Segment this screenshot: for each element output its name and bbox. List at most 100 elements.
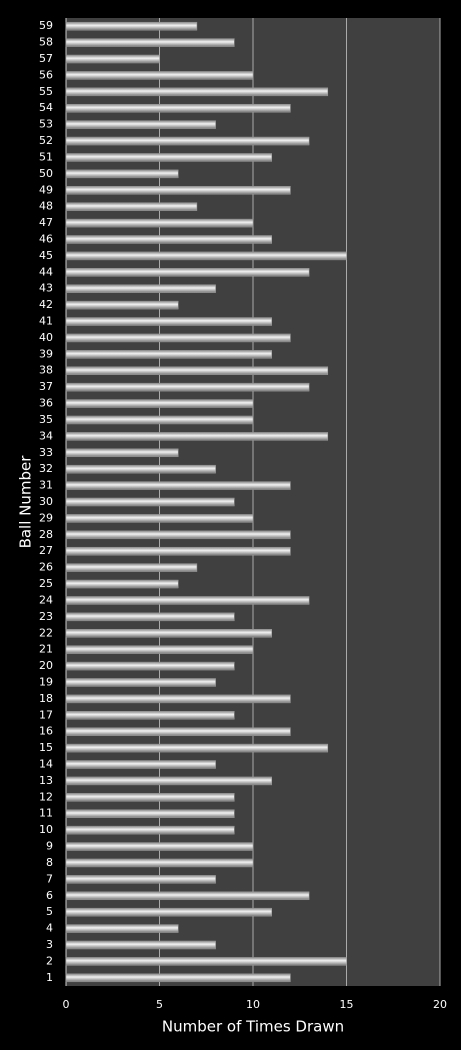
y-tick-label: 13 bbox=[39, 774, 53, 787]
bar bbox=[65, 809, 235, 818]
y-tick-label: 32 bbox=[39, 462, 53, 475]
y-tick-label: 45 bbox=[39, 249, 53, 262]
y-tick-label: 42 bbox=[39, 298, 53, 311]
bar bbox=[65, 38, 235, 47]
bar bbox=[65, 350, 272, 359]
y-tick-label: 43 bbox=[39, 282, 53, 295]
bar bbox=[65, 579, 179, 589]
x-axis-title: Number of Times Drawn bbox=[162, 1018, 344, 1036]
y-tick-label: 20 bbox=[39, 659, 53, 672]
y-tick-label: 54 bbox=[39, 101, 53, 114]
y-tick-label: 26 bbox=[39, 561, 53, 574]
y-tick-label: 3 bbox=[46, 938, 53, 951]
y-tick-label: 35 bbox=[39, 413, 53, 426]
y-tick-label: 27 bbox=[39, 544, 53, 557]
y-tick-label: 2 bbox=[46, 954, 53, 967]
x-tick-label: 10 bbox=[246, 998, 260, 1011]
bar bbox=[65, 481, 291, 490]
y-tick-label: 22 bbox=[39, 626, 53, 639]
y-tick-label: 34 bbox=[39, 429, 53, 442]
bar bbox=[65, 940, 216, 950]
y-tick-label: 19 bbox=[39, 675, 53, 688]
bar bbox=[65, 743, 329, 753]
bar bbox=[65, 711, 235, 720]
bar bbox=[65, 825, 235, 835]
y-tick-label: 4 bbox=[46, 922, 53, 935]
y-tick-label: 30 bbox=[39, 495, 53, 508]
y-tick-label: 8 bbox=[46, 856, 53, 869]
y-tick-label: 55 bbox=[39, 85, 53, 98]
y-tick-label: 1 bbox=[46, 971, 53, 984]
bar bbox=[65, 415, 254, 425]
y-tick-label: 9 bbox=[46, 840, 53, 853]
bar bbox=[65, 727, 291, 736]
bar bbox=[65, 875, 216, 884]
bar bbox=[65, 366, 329, 375]
bar bbox=[65, 497, 235, 507]
bar bbox=[65, 87, 329, 97]
bar bbox=[65, 153, 272, 162]
x-tick-label: 5 bbox=[156, 998, 163, 1011]
bar bbox=[65, 202, 198, 211]
bar bbox=[65, 546, 291, 556]
bar bbox=[65, 907, 272, 917]
x-tick-label: 15 bbox=[340, 998, 354, 1011]
y-tick-label: 53 bbox=[39, 118, 53, 131]
y-tick-label: 48 bbox=[39, 200, 53, 213]
bar bbox=[65, 169, 179, 179]
y-tick-label: 23 bbox=[39, 610, 53, 623]
x-tick-label: 20 bbox=[433, 998, 447, 1011]
bar bbox=[65, 530, 291, 540]
y-tick-label: 11 bbox=[39, 807, 53, 820]
y-tick-label: 59 bbox=[39, 19, 53, 32]
bar bbox=[65, 399, 254, 408]
y-tick-label: 51 bbox=[39, 150, 53, 163]
bar bbox=[65, 464, 216, 474]
x-tick-label: 0 bbox=[63, 998, 70, 1011]
y-tick-label: 18 bbox=[39, 692, 53, 705]
y-tick-label: 16 bbox=[39, 725, 53, 738]
bar bbox=[65, 563, 198, 572]
y-tick-label: 36 bbox=[39, 397, 53, 410]
bar bbox=[65, 186, 291, 195]
bar bbox=[65, 694, 291, 704]
y-tick-label: 39 bbox=[39, 347, 53, 360]
bar bbox=[65, 284, 216, 293]
bar bbox=[65, 71, 254, 80]
bar bbox=[65, 973, 291, 983]
y-tick-label: 57 bbox=[39, 52, 53, 65]
bar bbox=[65, 661, 235, 671]
bar bbox=[65, 924, 179, 933]
y-tick-label: 17 bbox=[39, 708, 53, 721]
y-tick-label: 31 bbox=[39, 479, 53, 492]
bar bbox=[65, 136, 310, 146]
y-tick-label: 46 bbox=[39, 232, 53, 245]
bar bbox=[65, 235, 272, 244]
y-tick-label: 49 bbox=[39, 183, 53, 196]
bar bbox=[65, 317, 272, 326]
bar bbox=[65, 514, 254, 523]
y-tick-label: 5 bbox=[46, 905, 53, 918]
y-tick-label: 44 bbox=[39, 265, 53, 278]
y-tick-label: 6 bbox=[46, 889, 53, 902]
y-tick-label: 28 bbox=[39, 528, 53, 541]
bar bbox=[65, 448, 179, 458]
bar bbox=[65, 957, 347, 966]
bar bbox=[65, 21, 198, 31]
y-tick-label: 47 bbox=[39, 216, 53, 229]
y-tick-label: 56 bbox=[39, 68, 53, 81]
bar bbox=[65, 432, 329, 441]
y-tick-label: 10 bbox=[39, 823, 53, 836]
y-tick-label: 24 bbox=[39, 593, 53, 606]
y-tick-label: 33 bbox=[39, 446, 53, 459]
y-tick-label: 25 bbox=[39, 577, 53, 590]
bar bbox=[65, 842, 254, 851]
bar bbox=[65, 858, 254, 868]
bar bbox=[65, 596, 310, 605]
bar bbox=[65, 54, 160, 64]
y-tick-label: 38 bbox=[39, 364, 53, 377]
bar bbox=[65, 218, 254, 228]
bar bbox=[65, 612, 235, 622]
y-tick-label: 40 bbox=[39, 331, 53, 344]
